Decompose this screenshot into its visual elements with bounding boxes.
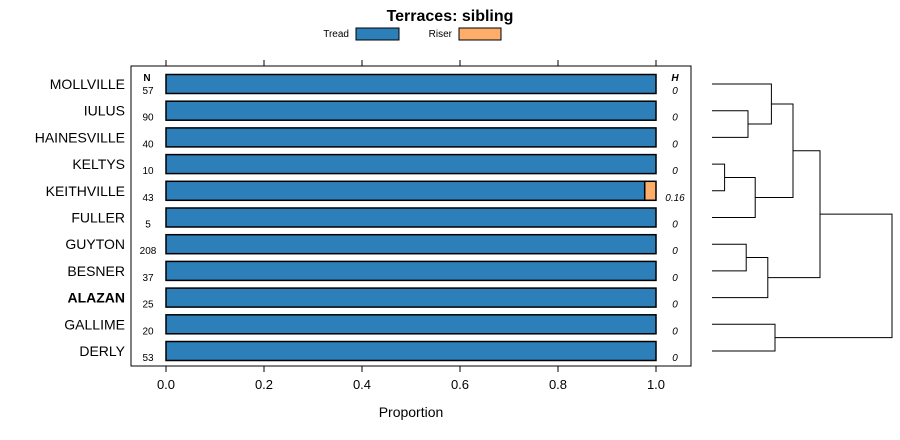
x-tick-label-0: 0.0: [157, 377, 175, 392]
row-label-keltys: KELTYS: [72, 156, 125, 172]
legend-label-riser: Riser: [429, 29, 453, 40]
bar-riser-keithville: [643, 180, 657, 202]
legend-swatch-tread: [355, 27, 400, 41]
dendrogram-merge-0: [712, 110, 749, 138]
n-value-keithville: 43: [142, 193, 154, 204]
dendrogram: [712, 83, 893, 352]
row-label-guyton: GUYTON: [65, 236, 125, 252]
row-label-besner: BESNER: [67, 263, 125, 279]
row-label-alazan: ALAZAN: [67, 290, 125, 306]
bar-tread-alazan: [165, 287, 657, 308]
bar-tread-guyton: [165, 233, 657, 255]
row-label-hainesville: HAINESVILLE: [35, 129, 125, 145]
x-tick-label-1: 0.2: [255, 377, 273, 392]
legend-label-tread: Tread: [323, 29, 349, 40]
row-label-fuller: FULLER: [71, 210, 125, 226]
h-value-guyton: 0: [672, 246, 678, 257]
row-label-gallime: GALLIME: [64, 316, 125, 332]
row-label-keithville: KEITHVILLE: [46, 183, 125, 199]
dendrogram-merge-3: [712, 176, 756, 218]
n-value-besner: 37: [142, 273, 154, 284]
n-value-mollville: 57: [142, 86, 154, 97]
legend-swatch-riser: [458, 27, 502, 41]
rows: MOLLVILLE 57 0 IULUS 90 0 HAINESVILLE 40 0 KELTYS…: [35, 76, 685, 364]
h-value-keithville: 0.16: [665, 193, 685, 204]
dendrogram-merge-8: [712, 323, 776, 352]
row-label-mollville: MOLLVILLE: [50, 76, 125, 92]
n-header: N: [143, 73, 150, 84]
h-value-derly: 0: [672, 353, 678, 364]
h-header: H: [671, 73, 679, 84]
dendrogram-merge-1: [712, 83, 772, 125]
row-label-derly: DERLY: [79, 343, 125, 359]
bar-tread-derly: [165, 340, 657, 362]
bar-tread-mollville: [165, 73, 657, 95]
bar-tread-keltys: [165, 153, 657, 175]
plot-frame: [130, 65, 692, 367]
h-value-iulus: 0: [672, 113, 678, 124]
h-value-hainesville: 0: [672, 139, 678, 150]
dendrogram-merge-9: [775, 213, 893, 339]
x-tick-label-2: 0.4: [353, 377, 371, 392]
legend: Tread Riser: [323, 27, 502, 41]
x-tick-label-5: 1.0: [647, 377, 665, 392]
x-tick-label-4: 0.8: [549, 377, 567, 392]
n-value-guyton: 208: [140, 246, 157, 257]
h-value-gallime: 0: [672, 326, 678, 337]
x-tick-label-3: 0.6: [451, 377, 469, 392]
bar-tread-hainesville: [165, 127, 657, 148]
dendrogram-merge-5: [712, 243, 747, 272]
n-value-alazan: 25: [142, 300, 154, 311]
dendrogram-merge-6: [712, 257, 769, 299]
n-value-iulus: 90: [142, 113, 154, 124]
bar-tread-keithville: [165, 180, 646, 202]
bar-tread-besner: [165, 260, 657, 282]
row-label-iulus: IULUS: [84, 103, 125, 119]
h-value-besner: 0: [672, 273, 678, 284]
x-axis: 0.0 0.2 0.4 0.6 0.8 1.0: [157, 60, 665, 392]
n-value-keltys: 10: [142, 166, 154, 177]
n-value-fuller: 5: [145, 220, 151, 231]
h-value-mollville: 0: [672, 86, 678, 97]
x-axis-title: Proportion: [379, 404, 444, 420]
dendrogram-merge-7: [767, 150, 821, 279]
dendrogram-merge-4: [755, 103, 794, 198]
chart-title: Terraces: sibling: [387, 8, 514, 25]
bar-tread-fuller: [165, 207, 657, 228]
n-value-gallime: 20: [142, 326, 154, 337]
dendrogram-merge-2: [712, 163, 726, 192]
bar-tread-gallime: [165, 314, 657, 335]
n-value-derly: 53: [142, 353, 154, 364]
h-value-fuller: 0: [672, 220, 678, 231]
h-value-keltys: 0: [672, 166, 678, 177]
bars: [165, 73, 657, 362]
bar-tread-iulus: [165, 100, 657, 121]
n-value-hainesville: 40: [142, 139, 154, 150]
h-value-alazan: 0: [672, 300, 678, 311]
